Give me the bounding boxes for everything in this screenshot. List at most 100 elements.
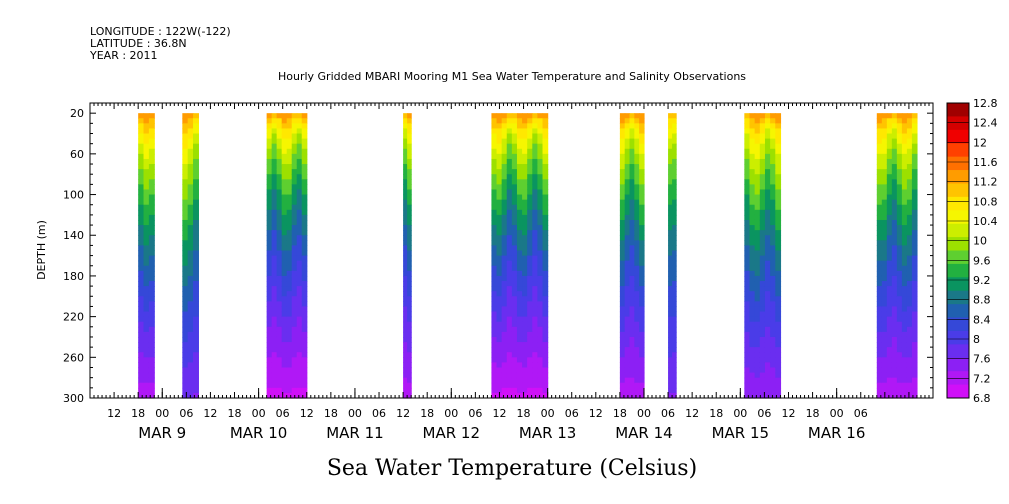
temperature-cell: [759, 113, 766, 119]
temperature-cell: [296, 342, 303, 348]
temperature-cell: [491, 219, 498, 226]
temperature-cell: [143, 199, 150, 206]
temperature-cell: [266, 296, 273, 302]
x-tick-label: 06: [854, 407, 868, 420]
temperature-cell: [301, 301, 308, 308]
longitude-label: LONGITUDE : 122W(-122): [90, 25, 231, 38]
temperature-cell: [764, 255, 771, 262]
temperature-cell: [138, 255, 145, 262]
temperature-cell: [896, 164, 903, 170]
temperature-cell: [138, 123, 145, 130]
temperature-cell: [754, 362, 761, 369]
temperature-cell: [182, 311, 189, 318]
temperature-cell: [668, 250, 673, 257]
temperature-cell: [281, 113, 288, 119]
temperature-cell: [291, 296, 298, 302]
x-date-label: MAR 15: [712, 424, 769, 442]
temperature-cell: [639, 382, 645, 389]
temperature-cell: [193, 326, 199, 333]
temperature-cell: [301, 377, 308, 384]
temperature-cell: [491, 387, 498, 394]
temperature-cell: [619, 275, 626, 282]
temperature-cell: [291, 367, 298, 374]
temperature-cell: [138, 331, 145, 338]
temperature-cell: [266, 118, 273, 124]
temperature-cell: [281, 311, 288, 318]
temperature-cell: [496, 301, 503, 308]
temperature-cell: [138, 164, 145, 170]
temperature-cell: [501, 194, 508, 201]
temperature-cell: [634, 143, 640, 150]
temperature-cell: [668, 372, 673, 379]
temperature-cell: [407, 194, 412, 201]
temperature-cell: [542, 275, 549, 282]
temperature-cell: [881, 209, 888, 216]
temperature-cell: [764, 387, 771, 394]
temperature-cell: [542, 372, 549, 379]
temperature-cell: [537, 260, 544, 267]
temperature-cell: [542, 138, 549, 145]
temperature-cell: [281, 372, 288, 379]
temperature-cell: [138, 133, 145, 140]
temperature-cell: [881, 260, 888, 267]
temperature-cell: [148, 169, 155, 175]
temperature-cell: [634, 230, 640, 236]
temperature-cell: [506, 255, 513, 262]
temperature-cell: [886, 367, 893, 374]
temperature-cell: [403, 235, 408, 241]
temperature-cell: [906, 194, 913, 201]
temperature-cell: [511, 336, 518, 343]
colorbar-swatch: [947, 103, 969, 117]
temperature-cell: [672, 286, 677, 292]
temperature-cell: [896, 372, 903, 379]
temperature-cell: [296, 352, 303, 358]
temperature-cell: [639, 301, 645, 308]
temperature-cell: [770, 336, 776, 343]
temperature-cell: [148, 352, 155, 358]
temperature-cell: [491, 382, 498, 389]
temperature-cell: [286, 296, 293, 302]
temperature-cell: [271, 199, 278, 206]
temperature-cell: [491, 164, 498, 170]
temperature-cell: [407, 204, 412, 211]
temperature-cell: [271, 281, 278, 287]
temperature-cell: [516, 148, 523, 155]
temperature-cell: [624, 311, 631, 318]
temperature-cell: [276, 286, 283, 292]
temperature-cell: [639, 184, 645, 191]
temperature-cell: [143, 291, 150, 297]
temperature-cell: [138, 230, 145, 236]
temperature-cell: [634, 347, 640, 353]
temperature-cell: [301, 331, 308, 338]
temperature-cell: [759, 387, 766, 394]
temperature-cell: [891, 291, 898, 297]
temperature-cell: [496, 148, 503, 155]
temperature-cell: [148, 306, 155, 313]
temperature-cell: [537, 118, 544, 124]
temperature-cell: [749, 342, 756, 348]
temperature-cell: [148, 387, 155, 394]
temperature-cell: [639, 123, 645, 130]
temperature-cell: [506, 143, 513, 150]
temperature-cell: [775, 392, 782, 399]
temperature-cell: [634, 118, 640, 124]
temperature-cell: [537, 392, 544, 399]
temperature-cell: [522, 219, 528, 226]
temperature-cell: [182, 367, 189, 374]
temperature-cell: [634, 296, 640, 302]
temperature-cell: [143, 240, 150, 247]
temperature-cell: [187, 153, 194, 160]
temperature-cell: [271, 372, 278, 379]
temperature-cell: [522, 133, 528, 140]
temperature-cell: [775, 214, 782, 221]
temperature-cell: [403, 336, 408, 343]
temperature-cell: [770, 143, 776, 150]
temperature-cell: [271, 214, 278, 221]
temperature-cell: [407, 291, 412, 297]
temperature-cell: [542, 321, 549, 328]
temperature-cell: [906, 352, 913, 358]
temperature-cell: [906, 306, 913, 313]
temperature-cell: [886, 387, 893, 394]
temperature-cell: [775, 306, 782, 313]
temperature-cell: [496, 164, 503, 170]
